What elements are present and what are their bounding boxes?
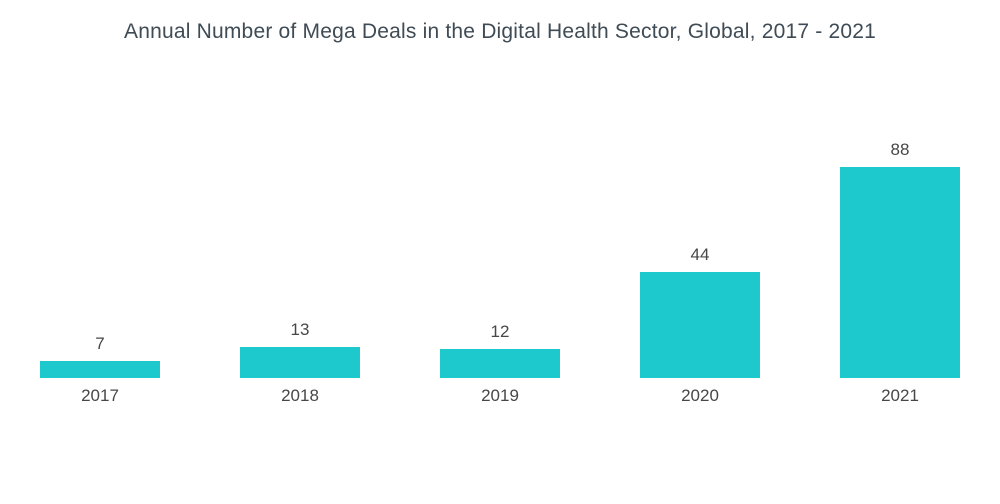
bar-column: 88 [800, 120, 1000, 378]
value-label: 7 [95, 334, 105, 353]
bar-column: 13 [200, 120, 400, 378]
x-axis-label: 2019 [481, 386, 519, 405]
bar [40, 361, 160, 378]
value-label: 88 [890, 140, 910, 159]
value-label: 12 [490, 322, 510, 341]
x-axis: 2017 2018 2019 2020 2021 [0, 386, 1000, 406]
bar-column: 7 [0, 120, 200, 378]
x-axis-label: 2018 [281, 386, 319, 405]
x-axis-label: 2017 [81, 386, 119, 405]
bar [240, 347, 360, 378]
bar-column: 44 [600, 120, 800, 378]
bar-column: 12 [400, 120, 600, 378]
x-axis-label: 2021 [881, 386, 919, 405]
value-label: 44 [690, 245, 710, 264]
bar [640, 272, 760, 378]
value-label: 13 [290, 320, 310, 339]
bar [840, 167, 960, 378]
plot-area: 7 13 12 44 88 [0, 120, 1000, 378]
bar [440, 349, 560, 378]
x-axis-label: 2020 [681, 386, 719, 405]
chart-title: Annual Number of Mega Deals in the Digit… [124, 20, 876, 43]
